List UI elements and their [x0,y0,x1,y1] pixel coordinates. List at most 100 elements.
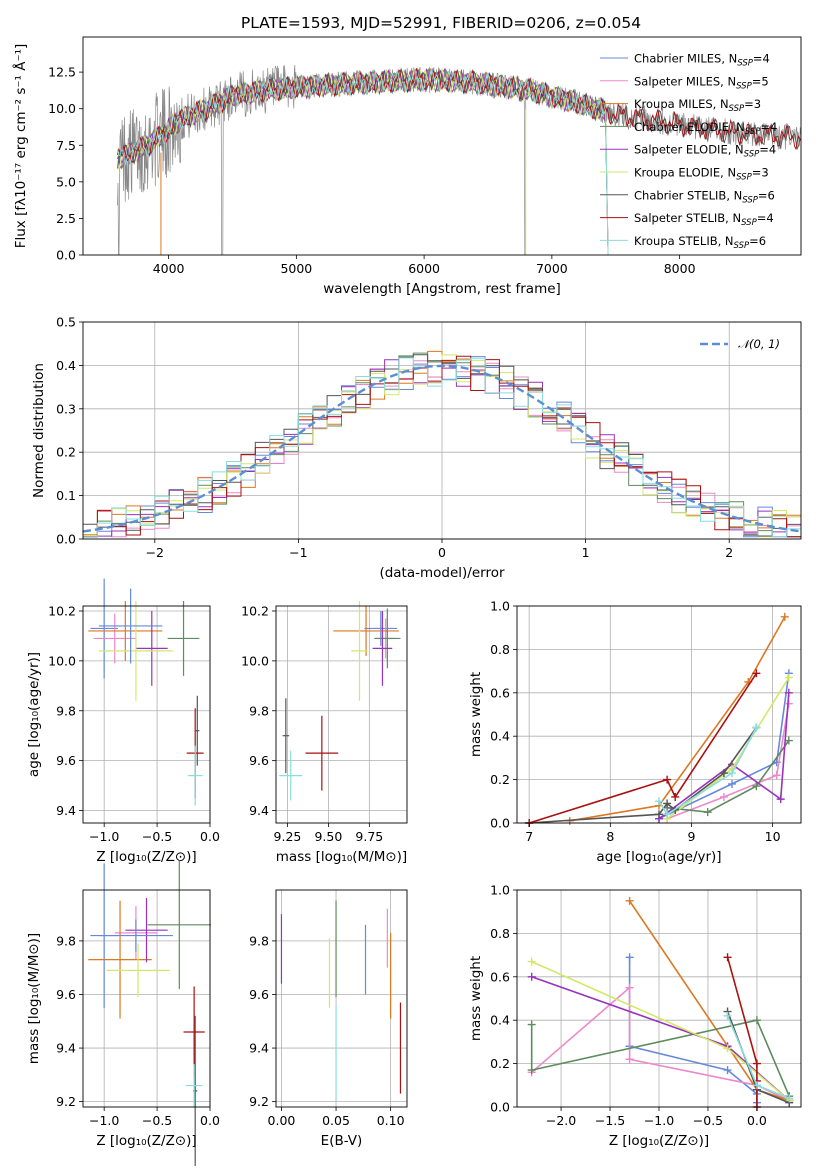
errorbar-point [185,1064,203,1107]
x-tick-label: 7000 [536,261,568,276]
weight-marker [752,1016,761,1025]
weight-marker [752,1081,761,1090]
y-tick-label: 9.4 [249,803,269,818]
x-tick-label: −2.0 [546,1113,576,1128]
y-tick-label: 1.0 [490,883,510,898]
model-spectrum-c9 [117,67,609,255]
legend-label: Chabrier ELODIE, NSSP=4 [634,120,777,137]
weight-marker [719,769,728,778]
chart-mass-vs-Z: −1.0 −0.5 0.0 9.2 9.4 9.6 9.8 Z [log₁₀(Z/Z⊙)] ma… [26,860,220,1166]
errorbar-point [88,900,152,1019]
plot-area [279,601,401,801]
weight-marker [723,1011,732,1020]
legend-label: Salpeter STELIB, NSSP=4 [634,211,774,228]
x-axis-label: E(B-V) [321,1133,363,1149]
weight-marker [723,1066,732,1075]
y-tick-label: 10.0 [48,653,76,668]
weight-series-c2 [666,703,790,820]
y-tick-label: 10.2 [241,603,269,618]
y-tick-label: 0.0 [56,248,76,263]
errorbar-point [195,695,200,766]
chart-spectrum: 4000 5000 6000 7000 8000 0.0 2.5 5.0 7.5 10.0 12.5… [12,36,802,297]
weight-marker [752,1059,761,1068]
legend: Chabrier MILES, NSSP=4 Salpeter MILES, NS… [600,52,777,251]
x-tick-label: 0.0 [200,1113,220,1128]
weight-series-c9 [658,727,758,816]
axes-frame [516,605,802,824]
errorbar-point [147,860,212,990]
x-tick-label: −1.0 [89,1113,119,1128]
y-tick-label: 5.0 [56,174,76,189]
x-tick-label: 2 [725,545,733,560]
weight-marker [625,953,634,962]
y-tick-label: 9.4 [56,803,76,818]
errorbar-point [351,601,368,701]
weight-marker [776,795,785,804]
chart-mass-vs-EBV: 0.00 0.05 0.10 9.2 9.4 9.6 9.8 E(B-V) [249,889,408,1149]
weight-marker [784,688,793,697]
model-spectrum-c6 [117,67,609,255]
x-tick-label: 7 [525,829,533,844]
weight-marker [784,673,793,682]
y-tick-label: 0.4 [56,358,76,373]
y-axis-label: Normed distribution [31,363,47,498]
weight-marker [527,957,536,966]
legend-label: 𝒩(0, 1) [738,337,780,351]
weight-series-c4 [530,1019,790,1097]
weight-series-c8 [726,957,758,1107]
y-tick-label: 0.0 [490,1100,510,1115]
x-tick-label: 9 [687,829,695,844]
weight-marker [752,669,761,678]
y-tick-label: 9.2 [249,1094,269,1109]
weight-marker [527,1066,536,1075]
x-tick-label: 8000 [664,261,696,276]
x-axis-label: (data-model)/error [379,565,505,581]
x-tick-label: 4000 [153,261,185,276]
x-tick-label: 6000 [408,261,440,276]
x-axis-label: Z [log₁₀(Z/Z⊙)] [609,1133,709,1149]
y-tick-label: 0.4 [490,1013,510,1028]
residual-histogram-c8 [83,355,801,538]
weight-marker [719,792,728,801]
weight-marker [723,953,732,962]
weight-series-c7 [529,727,758,824]
x-axis-label: wavelength [Angstrom, rest frame] [323,281,561,297]
y-tick-label: 9.8 [56,933,76,948]
weight-marker [728,779,737,788]
plot-area [117,64,801,255]
weight-marker [785,1094,794,1103]
y-tick-label: 9.6 [56,753,76,768]
weight-marker [625,1055,634,1064]
x-axis-label: Z [log₁₀(Z/Z⊙)] [96,1133,196,1149]
axes-frame [516,889,802,1108]
errorbar-point [90,578,118,679]
x-tick-label: −2 [146,545,164,560]
x-tick-label: 5000 [280,261,312,276]
x-tick-label: 1 [582,545,590,560]
y-axis-label: mass weight [468,956,484,1041]
errorbar-point [125,898,168,963]
y-tick-label: 0.5 [56,315,76,330]
weight-marker [527,972,536,981]
chart-age-vs-mass: 9.25 9.50 9.75 9.4 9.6 9.8 10.0 10.2 mass [log₁₀… [241,601,408,865]
weight-series-c2 [531,985,790,1102]
plot-area [88,578,204,806]
x-tick-label: 0.0 [747,1113,767,1128]
axes-frame [82,605,211,824]
y-tick-label: 10.0 [241,653,269,668]
errorbar-point [282,698,290,774]
weight-marker [723,1044,732,1053]
y-tick-label: 9.6 [249,753,269,768]
y-tick-label: 0.6 [490,969,510,984]
x-tick-label: 0 [438,545,446,560]
weight-marker [527,1020,536,1029]
weight-series-c5 [658,692,790,820]
weight-series-c6 [666,677,790,820]
axes-frame [82,321,802,540]
legend-label: Kroupa STELIB, NSSP=6 [634,234,766,251]
plot-area [88,860,212,1166]
y-tick-label: 9.4 [56,1041,76,1056]
weight-marker [703,808,712,817]
y-tick-label: 9.6 [249,987,269,1002]
axes-frame [82,36,802,256]
